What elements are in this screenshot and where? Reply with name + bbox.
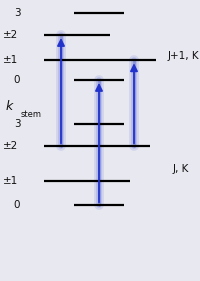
Text: 3: 3 xyxy=(14,119,20,129)
Text: 3: 3 xyxy=(14,8,20,18)
Text: k: k xyxy=(6,100,13,113)
Text: ±2: ±2 xyxy=(3,141,18,151)
Text: J, K: J, K xyxy=(173,164,189,174)
Text: ±2: ±2 xyxy=(3,30,18,40)
Text: ±1: ±1 xyxy=(3,176,18,186)
Text: 0: 0 xyxy=(14,75,20,85)
Text: J+1, K: J+1, K xyxy=(167,51,199,61)
Text: stem: stem xyxy=(21,110,42,119)
Text: 0: 0 xyxy=(14,200,20,210)
Text: ±1: ±1 xyxy=(3,55,18,65)
